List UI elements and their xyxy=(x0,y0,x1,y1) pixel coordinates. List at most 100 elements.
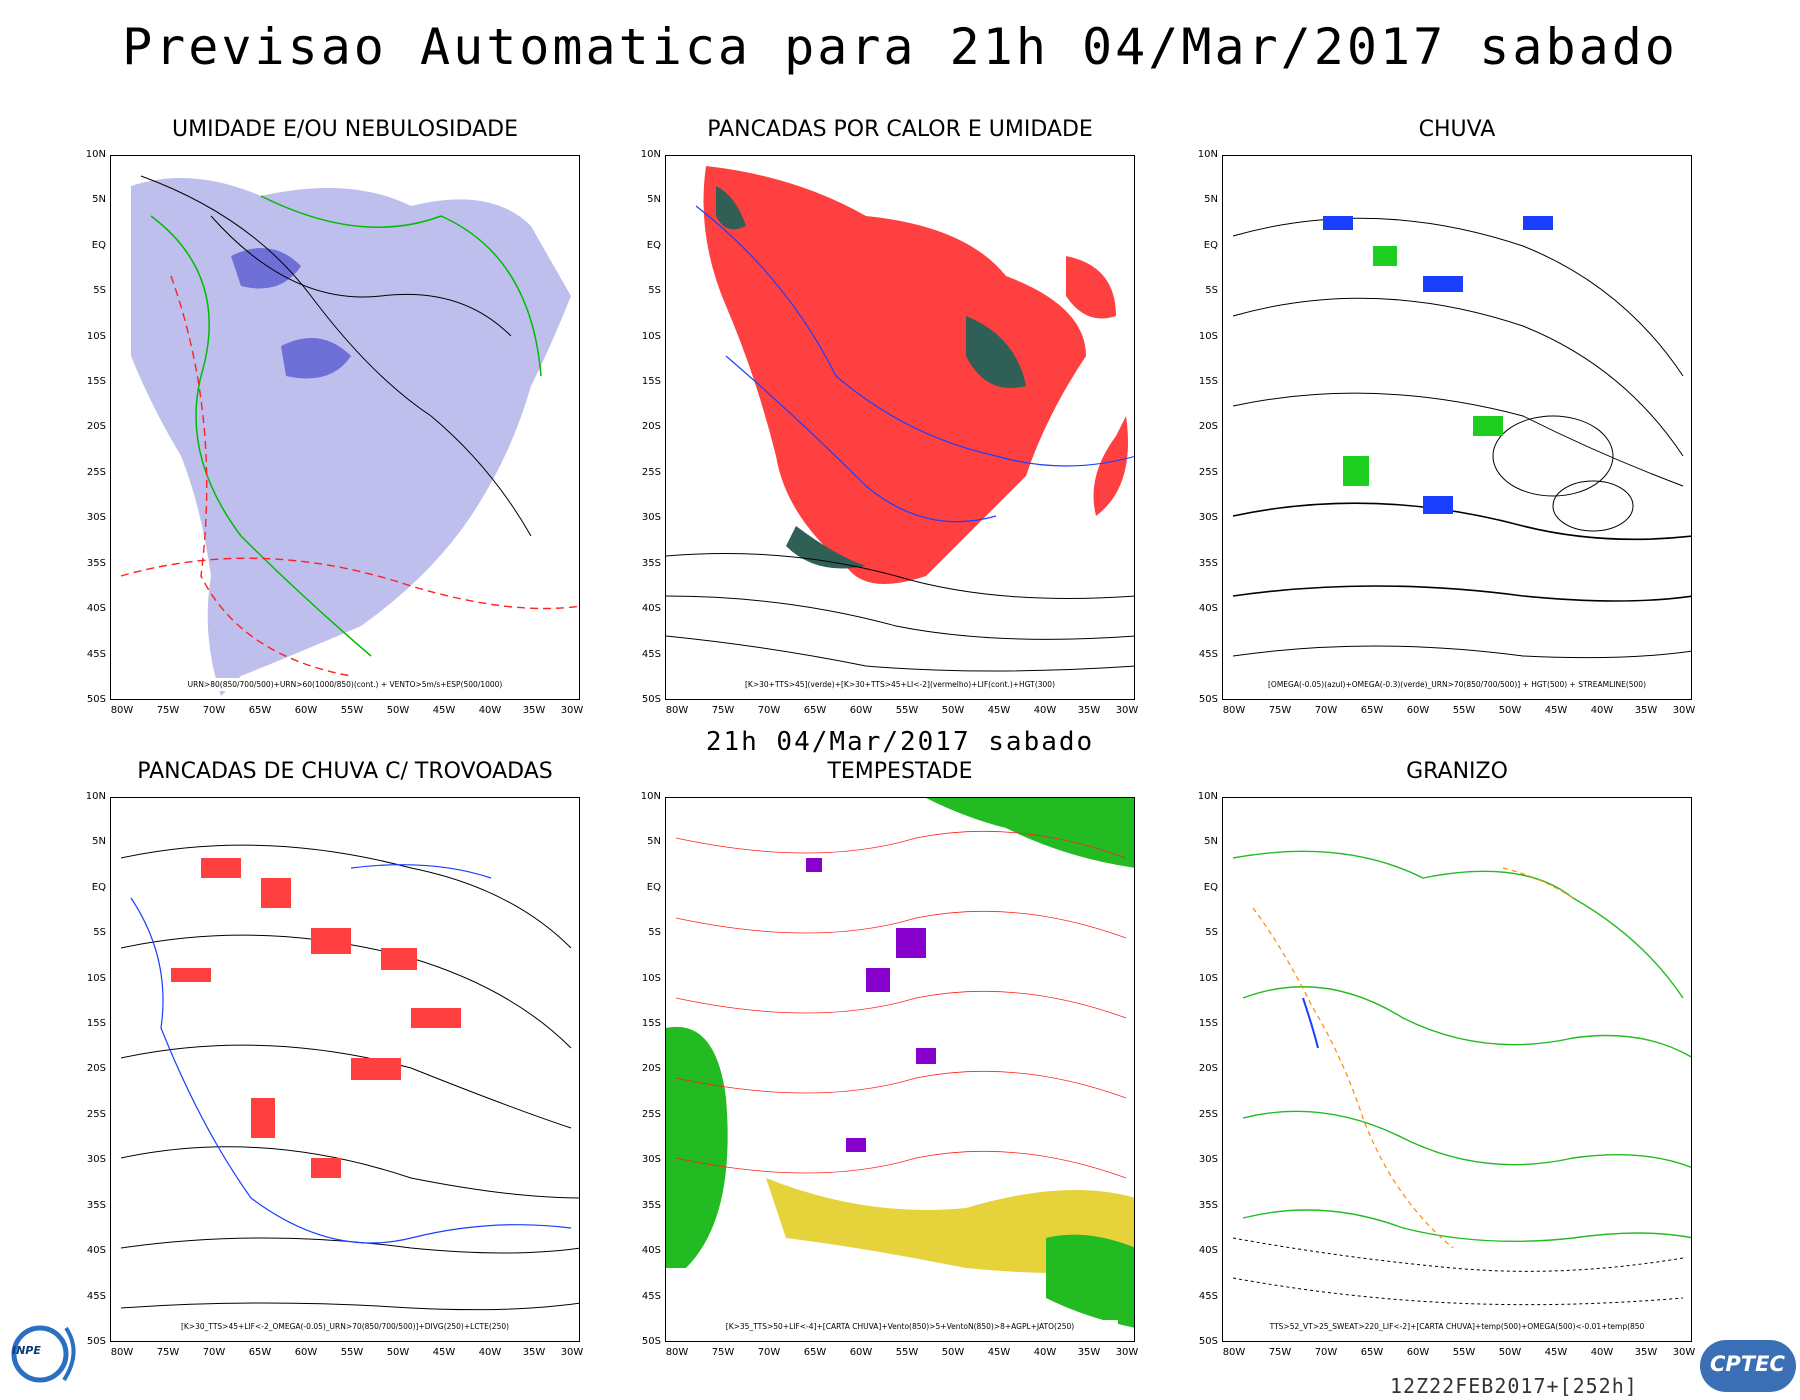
panel-umidade: UMIDADE E/OU NEBULOSIDADE URN>80(850/700… xyxy=(86,117,584,716)
panel-title: PANCADAS POR CALOR E UMIDADE xyxy=(707,117,1093,142)
lat-label: 25S xyxy=(1198,467,1218,478)
lat-label: 10S xyxy=(86,973,106,984)
lat-label: 10S xyxy=(86,331,106,342)
lat-label: EQ xyxy=(1203,882,1218,893)
lon-label: 40W xyxy=(1590,705,1614,716)
lon-label: 35W xyxy=(1077,1347,1101,1358)
panel-title: CHUVA xyxy=(1418,117,1496,142)
lat-label: 15S xyxy=(86,1018,106,1029)
lat-label: 35S xyxy=(86,558,106,569)
forecast-run-stamp: 12Z22FEB2017+[252h] xyxy=(1390,1374,1638,1398)
lon-label: 35W xyxy=(522,1347,546,1358)
lon-label: 70W xyxy=(202,1347,226,1358)
lon-label: 30W xyxy=(1672,1347,1696,1358)
lat-label: 50S xyxy=(1198,694,1218,705)
panel-title: TEMPESTADE xyxy=(827,759,973,784)
lon-label: 80W xyxy=(1222,705,1246,716)
lon-label: 50W xyxy=(1498,1347,1522,1358)
lat-label: 45S xyxy=(1198,649,1218,660)
lon-label: 35W xyxy=(1077,705,1101,716)
lon-label: 40W xyxy=(1033,705,1057,716)
lat-label: 40S xyxy=(641,1245,661,1256)
lon-label: 80W xyxy=(1222,1347,1246,1358)
lon-label: 75W xyxy=(156,705,180,716)
lat-label: 30S xyxy=(1198,1154,1218,1165)
lat-label: 30S xyxy=(641,512,661,523)
lat-axis: 10N 5N EQ 5S 10S 15S 20S 25S 30S 35S 40S… xyxy=(625,791,661,1347)
lon-label: 45W xyxy=(432,705,456,716)
lon-label: 30W xyxy=(1672,705,1696,716)
lon-label: 50W xyxy=(941,705,965,716)
lat-label: 30S xyxy=(1198,512,1218,523)
lon-label: 55W xyxy=(340,1347,364,1358)
lat-label: 15S xyxy=(1198,376,1218,387)
inpe-logo: INPE xyxy=(4,1322,86,1388)
lat-label: 30S xyxy=(86,512,106,523)
lon-label: 70W xyxy=(202,705,226,716)
lon-label: 80W xyxy=(665,1347,689,1358)
lat-label: EQ xyxy=(646,240,661,251)
panel-caption: TTS>52_VT>25_SWEAT>220_LIF<-2]+[CARTA CH… xyxy=(1239,1320,1675,1333)
lat-label: EQ xyxy=(91,882,106,893)
lat-label: 5S xyxy=(648,285,661,296)
lon-axis: 80W 75W 70W 65W 60W 55W 50W 45W 40W 35W … xyxy=(1222,1347,1696,1361)
lat-label: 25S xyxy=(86,467,106,478)
lat-label: 35S xyxy=(1198,558,1218,569)
lon-axis: 80W 75W 70W 65W 60W 55W 50W 45W 40W 35W … xyxy=(1222,705,1696,719)
cptec-logo: CPTEC xyxy=(1700,1340,1796,1392)
lat-label: 45S xyxy=(86,1291,106,1302)
lat-label: 35S xyxy=(641,558,661,569)
lat-label: 5N xyxy=(1204,836,1218,847)
lon-label: 60W xyxy=(849,1347,873,1358)
lat-label: 40S xyxy=(641,603,661,614)
panel-caption: URN>80(850/700/500)+URN>60(1000/850)(con… xyxy=(127,678,563,691)
map-graphic xyxy=(666,166,1134,672)
lon-label: 35W xyxy=(1634,705,1658,716)
lon-label: 70W xyxy=(1314,1347,1338,1358)
lat-label: 5N xyxy=(92,194,106,205)
lon-label: 65W xyxy=(803,705,827,716)
lon-label: 70W xyxy=(757,705,781,716)
lat-label: 10S xyxy=(641,973,661,984)
panel-chuva: CHUVA [OMEGA(-0.05)(azul)+OMEGA(-0.3)(ve… xyxy=(1198,117,1696,716)
lon-label: 60W xyxy=(849,705,873,716)
lat-label: 40S xyxy=(1198,1245,1218,1256)
lat-axis: 10N 5N EQ 5S 10S 15S 20S 25S 30S 35S 40S… xyxy=(70,791,106,1347)
lat-label: 25S xyxy=(641,467,661,478)
lon-label: 40W xyxy=(478,705,502,716)
lat-label: 15S xyxy=(641,376,661,387)
lat-label: 50S xyxy=(641,694,661,705)
lat-label: 5N xyxy=(647,836,661,847)
lat-label: 40S xyxy=(86,1245,106,1256)
lat-label: 5S xyxy=(648,927,661,938)
lon-axis: 80W 75W 70W 65W 60W 55W 50W 45W 40W 35W … xyxy=(665,705,1139,719)
lat-label: 20S xyxy=(1198,421,1218,432)
lat-label: EQ xyxy=(646,882,661,893)
lat-label: 20S xyxy=(86,1063,106,1074)
lat-label: 40S xyxy=(86,603,106,614)
lon-label: 75W xyxy=(711,1347,735,1358)
lon-label: 65W xyxy=(248,705,272,716)
lat-label: 10N xyxy=(85,149,106,160)
map-tempestade: [K>35_TTS>50+LIF<-4]+[CARTA CHUVA]+Vento… xyxy=(665,797,1135,1342)
lat-label: 50S xyxy=(1198,1336,1218,1347)
lon-label: 65W xyxy=(1360,705,1384,716)
map-graphic xyxy=(120,175,579,696)
panel-caption: [K>30+TTS>45](verde)+[K>30+TTS>45+LI<-2]… xyxy=(682,678,1118,691)
lon-label: 55W xyxy=(1452,705,1476,716)
map-umidade: URN>80(850/700/500)+URN>60(1000/850)(con… xyxy=(110,155,580,700)
lat-label: 45S xyxy=(641,1291,661,1302)
lon-label: 75W xyxy=(156,1347,180,1358)
lon-label: 60W xyxy=(1406,1347,1430,1358)
lat-axis: 10N 5N EQ 5S 10S 15S 20S 25S 30S 35S 40S… xyxy=(1182,791,1218,1347)
lat-label: 10N xyxy=(85,791,106,802)
lat-label: 45S xyxy=(641,649,661,660)
map-graphic xyxy=(1232,850,1691,1306)
lat-label: 35S xyxy=(1198,1200,1218,1211)
lat-label: 20S xyxy=(641,421,661,432)
panel-title: UMIDADE E/OU NEBULOSIDADE xyxy=(172,117,518,142)
map-chuva: [OMEGA(-0.05)(azul)+OMEGA(-0.3)(verde)_U… xyxy=(1222,155,1692,700)
lon-label: 65W xyxy=(248,1347,272,1358)
inpe-logo-graphic xyxy=(11,1325,76,1383)
map-graphic xyxy=(120,844,579,1311)
